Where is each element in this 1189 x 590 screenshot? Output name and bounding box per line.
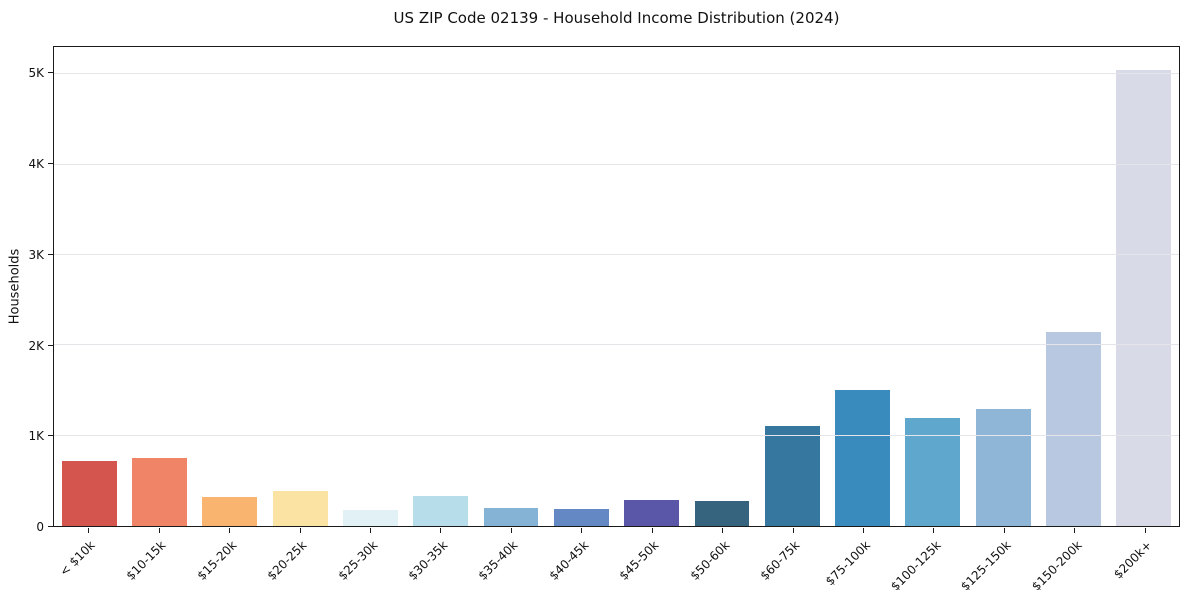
bars-layer <box>54 47 1179 526</box>
bar-$200k+ <box>1116 69 1172 526</box>
x-tick-label-$25-30k: $25-30k <box>335 538 380 583</box>
x-tick-mark <box>299 528 301 533</box>
x-tick-mark <box>369 528 371 533</box>
x-tick-mark <box>1074 528 1076 533</box>
x-tick-mark <box>933 528 935 533</box>
bar-$25-30k <box>342 509 398 526</box>
y-tick-label-5K: 5K <box>28 66 44 81</box>
y-tick-marks <box>48 46 53 527</box>
x-tick-labels: < $10k $10-15k $15-20k $20-25k $25-30k $30-35… <box>53 534 1180 590</box>
y-tick-label-3K: 3K <box>28 247 44 262</box>
x-tick-mark <box>722 528 724 533</box>
bar-$100-125k <box>905 417 961 526</box>
x-tick-mark <box>440 528 442 533</box>
x-tick-mark <box>1003 528 1005 533</box>
y-tick-label-4K: 4K <box>28 156 44 171</box>
bar-$125-150k <box>975 408 1031 526</box>
x-tick-label-$15-20k: $15-20k <box>194 538 239 583</box>
x-tick-mark <box>510 528 512 533</box>
bar-< $10k <box>61 460 117 526</box>
x-tick-label-$150-200k: $150-200k <box>1028 538 1085 590</box>
plot-area <box>53 46 1180 527</box>
x-tick-label-$40-45k: $40-45k <box>546 538 592 583</box>
bar-$35-40k <box>483 508 539 526</box>
x-tick-marks <box>53 528 1180 533</box>
bar-$60-75k <box>764 425 820 526</box>
x-tick-label-$75-100k: $75-100k <box>822 538 873 589</box>
x-tick-label-$30-35k: $30-35k <box>405 538 451 583</box>
x-tick-label-$125-150k: $125-150k <box>958 538 1014 590</box>
x-tick-label-$50-60k: $50-60k <box>687 538 733 583</box>
y-tick-labels: 0 1K 2K 3K 4K 5K <box>0 46 44 534</box>
x-tick-label-$45-50k: $45-50k <box>616 538 662 583</box>
bar-$45-50k <box>624 499 680 526</box>
x-tick-mark <box>158 528 160 533</box>
bar-$150-200k <box>1046 331 1101 526</box>
bar-$10-15k <box>132 458 187 526</box>
y-tick-mark <box>48 344 53 346</box>
y-tick-mark <box>48 162 53 164</box>
y-tick-mark <box>48 72 53 74</box>
x-tick-label-$10-15k: $10-15k <box>123 538 169 583</box>
x-tick-label-$20-25k: $20-25k <box>264 538 310 583</box>
y-tick-label-2K: 2K <box>28 338 44 353</box>
x-tick-mark <box>792 528 794 533</box>
bar-$50-60k <box>694 500 750 526</box>
x-tick-mark <box>229 528 231 533</box>
x-tick-mark <box>1144 528 1146 533</box>
x-tick-label-$100-125k: $100-125k <box>887 538 944 590</box>
y-tick-mark <box>48 253 53 255</box>
bar-$20-25k <box>272 491 328 526</box>
x-tick-mark <box>88 528 90 533</box>
bar-$75-100k <box>835 390 891 526</box>
x-tick-label-$35-40k: $35-40k <box>475 538 521 583</box>
x-tick-label-$60-75k: $60-75k <box>757 538 803 583</box>
bar-$15-20k <box>202 497 258 526</box>
y-tick-mark <box>48 435 53 437</box>
y-tick-mark <box>48 526 53 527</box>
y-tick-label-0: 0 <box>36 520 44 534</box>
y-tick-label-1K: 1K <box>28 429 44 444</box>
x-tick-mark <box>581 528 583 533</box>
chart-title: US ZIP Code 02139 - Household Income Dis… <box>393 9 840 27</box>
x-tick-label-< $10k: < $10k <box>57 538 99 579</box>
x-tick-mark <box>651 528 653 533</box>
bar-$40-45k <box>553 509 609 526</box>
x-tick-label-$200k+: $200k+ <box>1111 538 1155 582</box>
bar-$30-35k <box>413 496 469 526</box>
x-tick-mark <box>863 528 865 533</box>
